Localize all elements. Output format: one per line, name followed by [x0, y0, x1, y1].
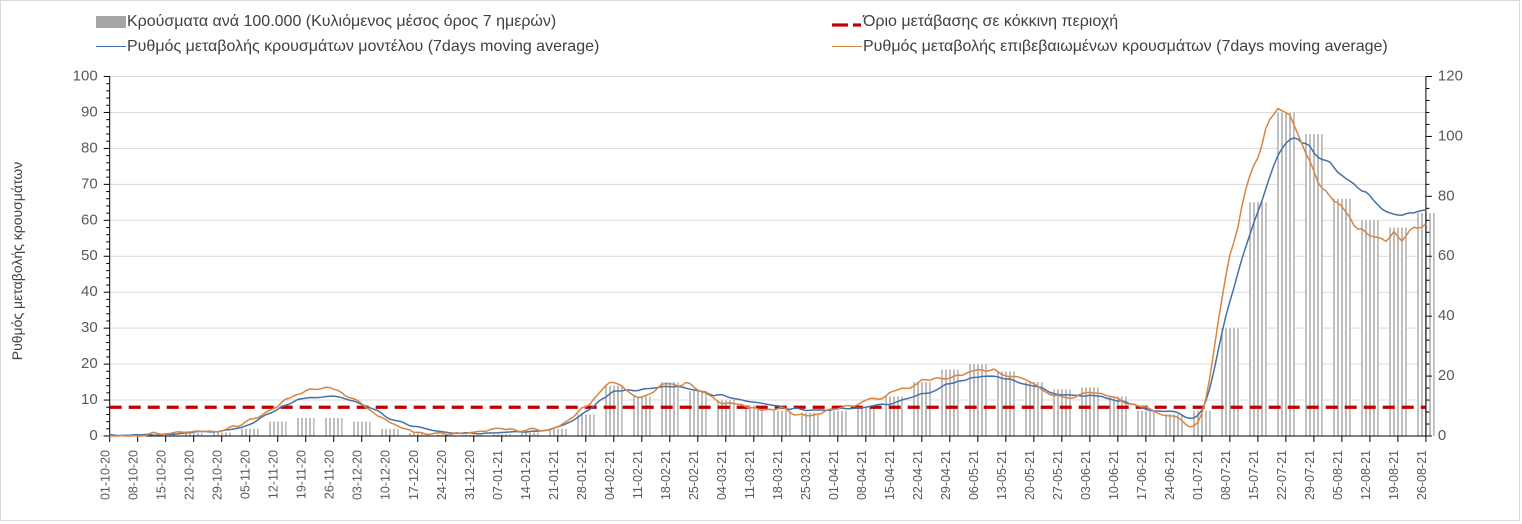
svg-text:04-02-21: 04-02-21	[603, 450, 617, 500]
svg-text:12-08-21: 12-08-21	[1359, 450, 1373, 500]
svg-text:40: 40	[81, 283, 98, 300]
svg-text:60: 60	[81, 211, 98, 228]
svg-text:90: 90	[81, 103, 98, 120]
svg-text:04-03-21: 04-03-21	[715, 450, 729, 500]
svg-text:11-02-21: 11-02-21	[631, 450, 645, 499]
svg-text:03-06-21: 03-06-21	[1079, 450, 1093, 500]
svg-text:07-01-21: 07-01-21	[491, 450, 505, 500]
svg-text:11-03-21: 11-03-21	[743, 450, 757, 499]
svg-text:24-06-21: 24-06-21	[1163, 450, 1177, 500]
svg-text:29-04-21: 29-04-21	[939, 450, 953, 500]
svg-text:10-06-21: 10-06-21	[1107, 450, 1121, 500]
svg-text:40: 40	[1438, 307, 1455, 324]
svg-text:15-04-21: 15-04-21	[883, 450, 897, 500]
svg-text:12-11-20: 12-11-20	[267, 450, 281, 499]
svg-text:0: 0	[1438, 427, 1446, 444]
svg-text:10: 10	[81, 391, 98, 408]
svg-text:05-08-21: 05-08-21	[1331, 450, 1345, 500]
svg-text:22-04-21: 22-04-21	[911, 450, 925, 500]
svg-text:08-07-21: 08-07-21	[1219, 450, 1233, 500]
svg-text:14-01-21: 14-01-21	[519, 450, 533, 500]
svg-text:26-08-21: 26-08-21	[1415, 450, 1429, 500]
svg-text:50: 50	[81, 247, 98, 264]
svg-text:120: 120	[1438, 68, 1463, 85]
svg-text:06-05-21: 06-05-21	[967, 450, 981, 500]
svg-text:18-02-21: 18-02-21	[659, 450, 673, 500]
svg-text:15-10-20: 15-10-20	[155, 450, 169, 500]
svg-text:30: 30	[81, 319, 98, 336]
svg-text:22-07-21: 22-07-21	[1275, 450, 1289, 500]
svg-text:08-10-20: 08-10-20	[127, 450, 141, 500]
svg-text:20-05-21: 20-05-21	[1023, 450, 1037, 500]
svg-text:01-07-21: 01-07-21	[1191, 450, 1205, 500]
svg-text:100: 100	[73, 68, 98, 85]
svg-text:15-07-21: 15-07-21	[1247, 450, 1261, 500]
svg-text:26-11-20: 26-11-20	[323, 450, 337, 499]
svg-text:17-12-20: 17-12-20	[407, 450, 421, 500]
svg-text:27-05-21: 27-05-21	[1051, 450, 1065, 500]
svg-text:60: 60	[1438, 247, 1455, 264]
svg-text:13-05-21: 13-05-21	[995, 450, 1009, 500]
svg-text:28-01-21: 28-01-21	[575, 450, 589, 500]
svg-text:01-04-21: 01-04-21	[827, 450, 841, 500]
svg-text:20: 20	[1438, 367, 1455, 384]
svg-text:29-07-21: 29-07-21	[1303, 450, 1317, 500]
svg-text:25-02-21: 25-02-21	[687, 450, 701, 500]
svg-text:80: 80	[81, 139, 98, 156]
svg-text:05-11-20: 05-11-20	[239, 450, 253, 499]
svg-text:0: 0	[89, 427, 97, 444]
svg-text:01-10-20: 01-10-20	[99, 450, 113, 500]
svg-text:19-11-20: 19-11-20	[295, 450, 309, 499]
svg-text:100: 100	[1438, 127, 1463, 144]
svg-text:18-03-21: 18-03-21	[771, 450, 785, 500]
svg-text:20: 20	[81, 355, 98, 372]
svg-text:08-04-21: 08-04-21	[855, 450, 869, 500]
svg-text:80: 80	[1438, 187, 1455, 204]
svg-text:17-06-21: 17-06-21	[1135, 450, 1149, 500]
svg-text:10-12-20: 10-12-20	[379, 450, 393, 500]
svg-text:03-12-20: 03-12-20	[351, 450, 365, 500]
svg-text:22-10-20: 22-10-20	[183, 450, 197, 500]
svg-text:70: 70	[81, 175, 98, 192]
svg-text:21-01-21: 21-01-21	[547, 450, 561, 500]
svg-text:29-10-20: 29-10-20	[211, 450, 225, 500]
svg-text:25-03-21: 25-03-21	[799, 450, 813, 500]
svg-text:24-12-20: 24-12-20	[435, 450, 449, 500]
svg-text:19-08-21: 19-08-21	[1387, 450, 1401, 500]
svg-text:31-12-20: 31-12-20	[463, 450, 477, 500]
